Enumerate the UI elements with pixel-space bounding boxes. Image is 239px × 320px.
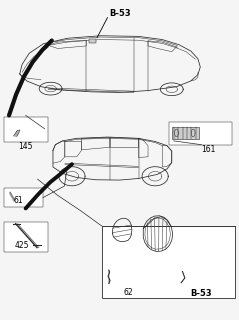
Text: 425: 425 bbox=[15, 241, 29, 250]
Bar bbox=[172, 126, 199, 139]
Text: 161: 161 bbox=[201, 145, 216, 154]
Polygon shape bbox=[108, 270, 110, 284]
Bar bbox=[89, 39, 96, 44]
Bar bbox=[4, 222, 48, 252]
Text: B-53: B-53 bbox=[109, 9, 130, 18]
Bar bbox=[4, 188, 43, 207]
Text: 61: 61 bbox=[14, 196, 23, 205]
Text: 62: 62 bbox=[124, 288, 133, 297]
Polygon shape bbox=[10, 192, 15, 201]
Bar bbox=[169, 123, 232, 145]
Polygon shape bbox=[14, 130, 20, 136]
Bar bbox=[4, 117, 48, 141]
Text: 145: 145 bbox=[18, 141, 32, 150]
Text: B-53: B-53 bbox=[191, 289, 212, 298]
Bar bbox=[102, 226, 235, 298]
